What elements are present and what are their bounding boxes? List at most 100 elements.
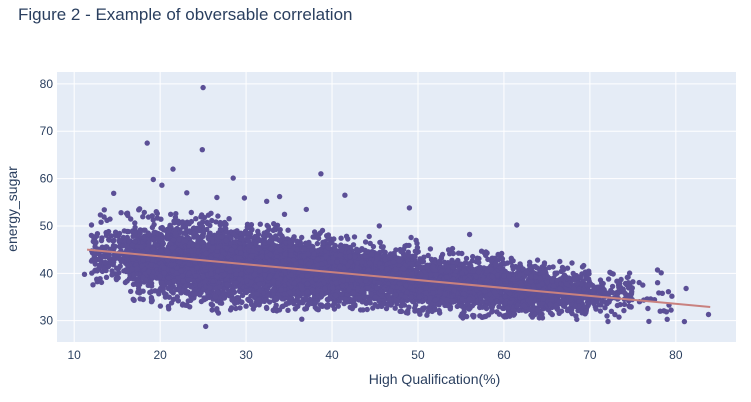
scatter-point <box>175 275 181 281</box>
scatter-point <box>173 270 180 276</box>
scatter-point <box>218 254 224 260</box>
scatter-point <box>145 282 151 288</box>
scatter-point <box>323 253 329 260</box>
scatter-point <box>355 248 361 254</box>
scatter-point <box>94 279 101 285</box>
scatter-point <box>198 223 204 229</box>
scatter-point <box>209 217 215 224</box>
scatter-point <box>362 239 369 245</box>
scatter-point <box>109 268 115 274</box>
scatter-point <box>266 239 272 245</box>
scatter-point <box>144 246 150 253</box>
scatter-point <box>151 229 157 236</box>
scatter-point <box>161 265 167 271</box>
scatter-point <box>283 301 289 308</box>
scatter-point <box>88 222 95 228</box>
scatter-point <box>99 235 105 241</box>
scatter-point <box>164 248 171 255</box>
scatter-point <box>115 275 121 281</box>
scatter-point <box>195 239 201 245</box>
scatter-point <box>269 267 275 274</box>
scatter-point <box>132 220 138 226</box>
scatter-point <box>306 261 312 267</box>
scatter-point <box>364 249 370 255</box>
scatter-point <box>254 291 260 297</box>
scatter-point <box>320 240 326 246</box>
scatter-point <box>194 243 200 249</box>
scatter-point <box>131 271 137 278</box>
scatter-point <box>315 233 321 239</box>
scatter-point <box>140 234 147 240</box>
scatter-point <box>270 307 277 314</box>
scatter-point <box>314 256 321 263</box>
scatter-point <box>167 222 173 228</box>
scatter-point <box>185 298 191 304</box>
scatter-point <box>215 213 221 219</box>
scatter-point <box>103 232 110 238</box>
scatter-point <box>168 261 175 268</box>
scatter-point <box>309 287 316 293</box>
scatter-point <box>231 280 238 286</box>
scatter-point <box>279 233 285 239</box>
scatter-point <box>312 300 319 306</box>
scatter-point <box>204 220 211 227</box>
scatter-point <box>187 304 193 310</box>
scatter-point <box>99 244 106 250</box>
scatter-point <box>210 278 216 284</box>
scatter-point <box>143 277 149 284</box>
scatter-point <box>234 298 240 304</box>
scatter-point <box>285 307 291 313</box>
scatter-point <box>212 293 219 300</box>
scatter-point <box>140 288 146 294</box>
scatter-point <box>208 301 214 307</box>
scatter-point <box>293 261 299 267</box>
scatter-point <box>92 256 98 263</box>
scatter-point <box>216 284 223 290</box>
scatter-point <box>310 234 316 240</box>
scatter-point <box>255 297 261 303</box>
scatter-point <box>192 273 199 279</box>
scatter-point <box>160 287 166 294</box>
scatter-point <box>99 254 106 260</box>
scatter-point <box>124 234 130 241</box>
scatter-point <box>246 243 253 249</box>
scatter-point <box>185 276 192 283</box>
scatter-point <box>294 246 300 253</box>
scatter-point <box>286 289 293 296</box>
scatter-point <box>303 241 309 247</box>
scatter-point <box>140 274 146 281</box>
scatter-point <box>277 247 283 253</box>
scatter-point <box>128 288 134 295</box>
scatter-point <box>275 280 281 286</box>
scatter-point <box>223 237 230 244</box>
scatter-point <box>145 256 151 262</box>
scatter-point <box>160 226 166 233</box>
scatter-point <box>255 236 261 242</box>
scatter-point <box>255 228 261 234</box>
scatter-point <box>179 273 186 279</box>
scatter-point <box>257 259 264 265</box>
scatter-point <box>177 259 183 265</box>
scatter-point <box>331 306 338 312</box>
scatter-point <box>245 238 252 244</box>
scatter-point <box>188 284 194 290</box>
scatter-point <box>160 240 166 247</box>
scatter-point <box>141 209 147 216</box>
scatter-point <box>292 306 298 312</box>
scatter-point <box>146 268 152 275</box>
scatter-point <box>108 246 114 252</box>
scatter-point <box>226 288 232 295</box>
scatter-point <box>319 227 326 234</box>
scatter-point <box>129 242 136 248</box>
scatter-point <box>267 273 273 280</box>
scatter-point <box>248 279 254 285</box>
scatter-point <box>237 305 243 311</box>
scatter-point <box>180 301 186 307</box>
scatter-point <box>103 267 109 274</box>
scatter-point <box>351 234 358 240</box>
scatter-point <box>221 219 228 226</box>
scatter-point <box>305 289 311 295</box>
scatter-point <box>331 236 337 242</box>
scatter-point <box>334 259 340 265</box>
scatter-point <box>158 216 164 222</box>
